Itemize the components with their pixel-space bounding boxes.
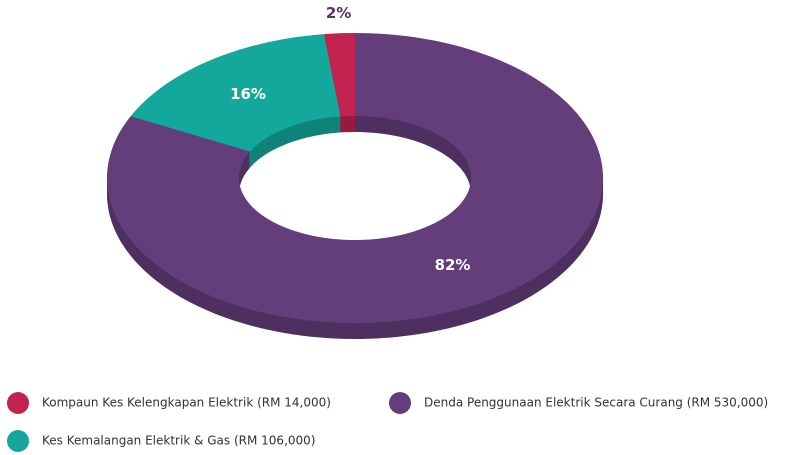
legend-item: Kompaun Kes Kelengkapan Elektrik (RM 14,…	[7, 392, 331, 414]
legend-item: Kes Kemalangan Elektrik & Gas (RM 106,00…	[7, 430, 315, 452]
slice	[323, 33, 355, 117]
legend-swatch	[389, 392, 411, 414]
legend-swatch	[7, 430, 29, 452]
slice	[130, 34, 341, 152]
legend-label: Kompaun Kes Kelengkapan Elektrik (RM 14,…	[42, 396, 331, 410]
legend-swatch	[7, 392, 29, 414]
slice	[107, 33, 603, 323]
legend-label: Kes Kemalangan Elektrik & Gas (RM 106,00…	[42, 434, 315, 448]
legend-item: Denda Penggunaan Elektrik Secara Curang …	[389, 392, 768, 414]
data-label: 2%	[326, 4, 351, 22]
data-label: 82%	[435, 256, 471, 274]
legend-label: Denda Penggunaan Elektrik Secara Curang …	[424, 396, 768, 410]
data-label: 16%	[230, 85, 266, 103]
